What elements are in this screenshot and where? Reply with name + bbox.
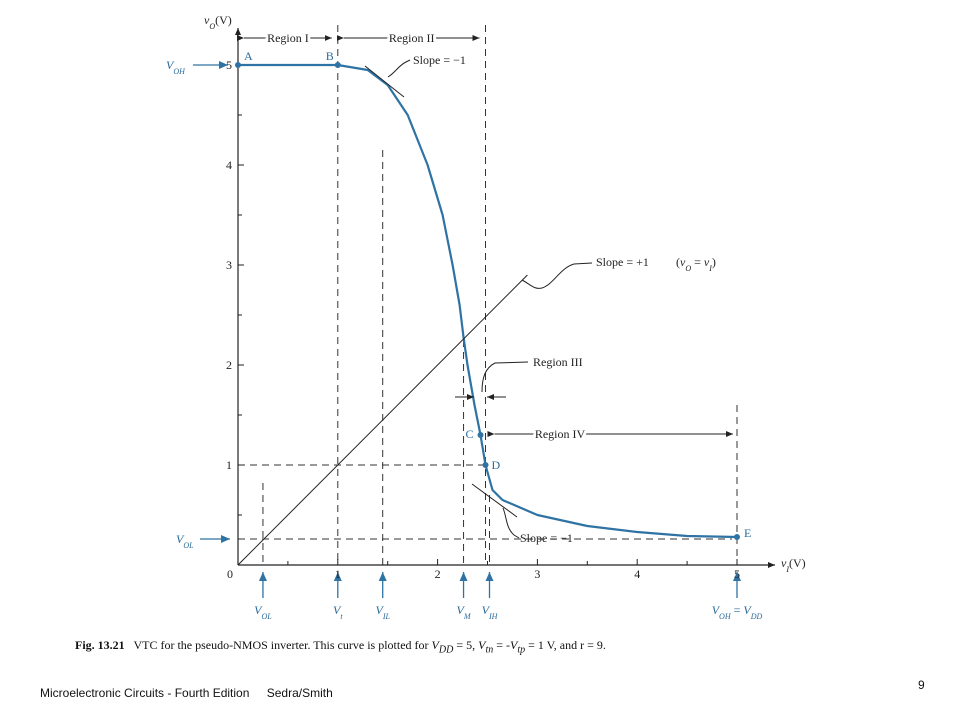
- slope-top-label: Slope = −1: [413, 53, 466, 67]
- slope-top-tangent: [364, 65, 405, 98]
- slope-top-leader: [387, 59, 411, 78]
- vtc-curve: [238, 63, 738, 539]
- bottom-v-ol-label: VOL: [254, 603, 272, 621]
- footer-book: Microelectronic Circuits - Fourth Editio…: [40, 686, 333, 700]
- annotations: [193, 35, 741, 598]
- slope-plus-label: Slope = +1: [596, 255, 649, 269]
- point-c-label: C: [466, 427, 474, 441]
- labels: 0 1 2 3 4 5 1 2 3 4 5 vO(V) vI(V) A B C D E Region I Region…: [166, 13, 806, 621]
- bottom-v-m-label: VM: [457, 603, 472, 621]
- figure-number: Fig. 13.21: [75, 638, 125, 652]
- caption-text: VTC for the pseudo-NMOS inverter. This c…: [133, 638, 606, 656]
- axes: [235, 28, 775, 568]
- x-tick-label: 4: [634, 567, 640, 581]
- point-b-marker: [334, 62, 341, 68]
- bottom-v-il-label: VIL: [375, 603, 390, 621]
- bottom-v-t-label: Vt: [333, 603, 343, 621]
- region-1-label: Region I: [267, 31, 309, 45]
- point-c-marker: [477, 432, 484, 438]
- data-series: [235, 62, 740, 566]
- figure-caption: Fig. 13.21 VTC for the pseudo-NMOS inver…: [75, 638, 935, 655]
- x-axis-label: vI(V): [781, 556, 806, 574]
- x-tick-label: 2: [435, 567, 441, 581]
- y-tick-label: 4: [226, 158, 232, 172]
- book-authors: Sedra/Smith: [266, 686, 333, 700]
- v-oh-left-label: VOH: [166, 58, 186, 76]
- bottom-v-ih-label: VIH: [482, 603, 499, 621]
- v-ol-left-label: VOL: [176, 532, 194, 550]
- slope-plus-leader: [521, 262, 593, 289]
- point-e-marker: [734, 534, 740, 540]
- reference-lines: [238, 25, 738, 565]
- point-a-marker: [235, 62, 241, 68]
- x-tick-label: 5: [734, 567, 740, 581]
- region-3-leader: [481, 361, 529, 393]
- book-title: Microelectronic Circuits - Fourth Editio…: [40, 686, 250, 700]
- slope-bottom-tangent: [471, 483, 518, 518]
- region-4-label: Region IV: [535, 427, 586, 441]
- x-tick-label: 3: [534, 567, 540, 581]
- point-d-label: D: [492, 458, 501, 472]
- page-number: 9: [918, 678, 925, 692]
- y-tick-label: 2: [226, 358, 232, 372]
- point-e-label: E: [744, 526, 751, 540]
- slope-plus-equation: (vO = vI): [676, 255, 716, 273]
- x-tick-label: 0: [227, 567, 233, 581]
- slope-bottom-leader: [502, 507, 520, 539]
- region-2-label: Region II: [389, 31, 435, 45]
- y-tick-label: 3: [226, 258, 232, 272]
- y-axis-label: vO(V): [204, 13, 232, 31]
- unity-gain-line: [237, 274, 528, 566]
- x-tick-label: 1: [335, 567, 341, 581]
- y-tick-label: 5: [226, 58, 232, 72]
- y-tick-label: 1: [226, 458, 232, 472]
- vtc-chart: 0 1 2 3 4 5 1 2 3 4 5 vO(V) vI(V) A B C D E Region I Region…: [166, 13, 806, 621]
- slope-bottom-label: Slope = −1: [520, 531, 573, 545]
- region-3-label: Region III: [533, 355, 583, 369]
- point-d-marker: [482, 462, 489, 468]
- point-b-label: B: [326, 49, 334, 63]
- bottom-v-oh-vdd-label: VOH = VDD: [712, 603, 763, 621]
- point-a-label: A: [244, 49, 253, 63]
